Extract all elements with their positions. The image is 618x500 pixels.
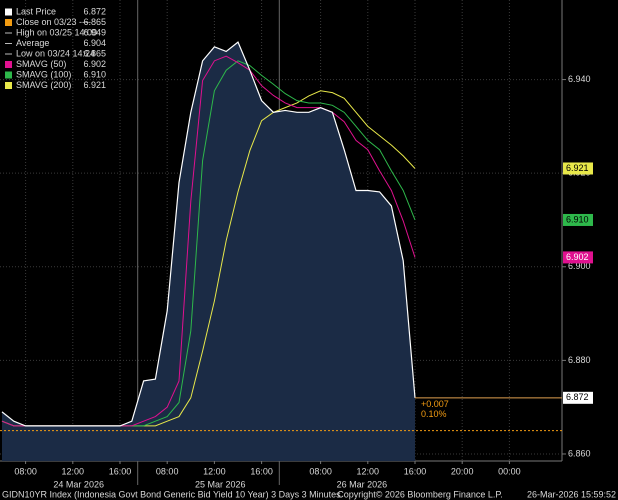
x-tick-label: 12:00 [357,466,380,476]
legend-swatch [5,19,12,26]
legend-label: SMAVG (100) [16,69,71,79]
day-label: 25 Mar 2026 [195,479,246,489]
legend-value: 6.949 [83,27,106,37]
x-tick-label: 00:00 [498,466,521,476]
value-badge [563,391,593,404]
footer-security: GIDN10YR Index (Indonesia Govt Bond Gene… [2,489,341,499]
legend-value: 6.921 [83,80,106,90]
legend-value: 6.904 [83,38,106,48]
legend-label: SMAVG (50) [16,59,66,69]
x-tick-label: 08:00 [309,466,332,476]
change-label: +0.007 [421,399,449,409]
value-badge-label: 6.910 [566,214,589,224]
legend-value: 6.865 [83,48,106,58]
x-tick-label: 16:00 [250,466,273,476]
legend-value: 6.902 [83,59,106,69]
x-tick-label: 12:00 [203,466,226,476]
legend-swatch [5,8,12,16]
x-tick-label: 16:00 [404,466,427,476]
legend-swatch [5,82,12,89]
legend-label: Close on 03/23 ---- [16,17,91,27]
value-badge [563,162,593,175]
value-badge-label: 6.902 [566,252,589,262]
y-tick-label: 6.900 [568,261,591,271]
area [2,42,415,461]
value-badge [563,251,593,264]
change-pct-label: 0.10% [421,409,447,419]
legend-swatch [5,71,12,79]
line [1,41,416,427]
legend-label: Low on 03/24 14:24 [16,48,95,58]
value-badge [563,213,593,226]
legend-swatch [5,61,12,68]
x-tick-label: 08:00 [14,466,37,476]
legend-value: 6.872 [83,6,106,16]
legend-label: Last Price [16,6,56,16]
legend-label: High on 03/25 14:00 [16,27,97,37]
day-label: 26 Mar 2026 [337,479,388,489]
legend-value: 6.910 [83,69,106,79]
x-tick-label: 20:00 [451,466,474,476]
day-label: 24 Mar 2026 [53,479,104,489]
y-tick-label: 6.860 [568,448,591,458]
legend-label: Average [16,38,49,48]
value-badge-label: 6.921 [566,163,589,173]
x-tick-label: 12:00 [62,466,85,476]
legend-value: 6.865 [83,17,106,27]
x-tick-label: 16:00 [109,466,132,476]
y-tick-label: 6.880 [568,355,591,365]
footer-timestamp: 26-Mar-2026 15:59:52 [527,489,616,499]
legend-label: SMAVG (200) [16,80,71,90]
value-badge-label: 6.872 [566,392,589,402]
footer-copyright: Copyright© 2026 Bloomberg Finance L.P. [337,489,503,499]
y-tick-label: 6.940 [568,74,591,84]
x-tick-label: 08:00 [156,466,179,476]
